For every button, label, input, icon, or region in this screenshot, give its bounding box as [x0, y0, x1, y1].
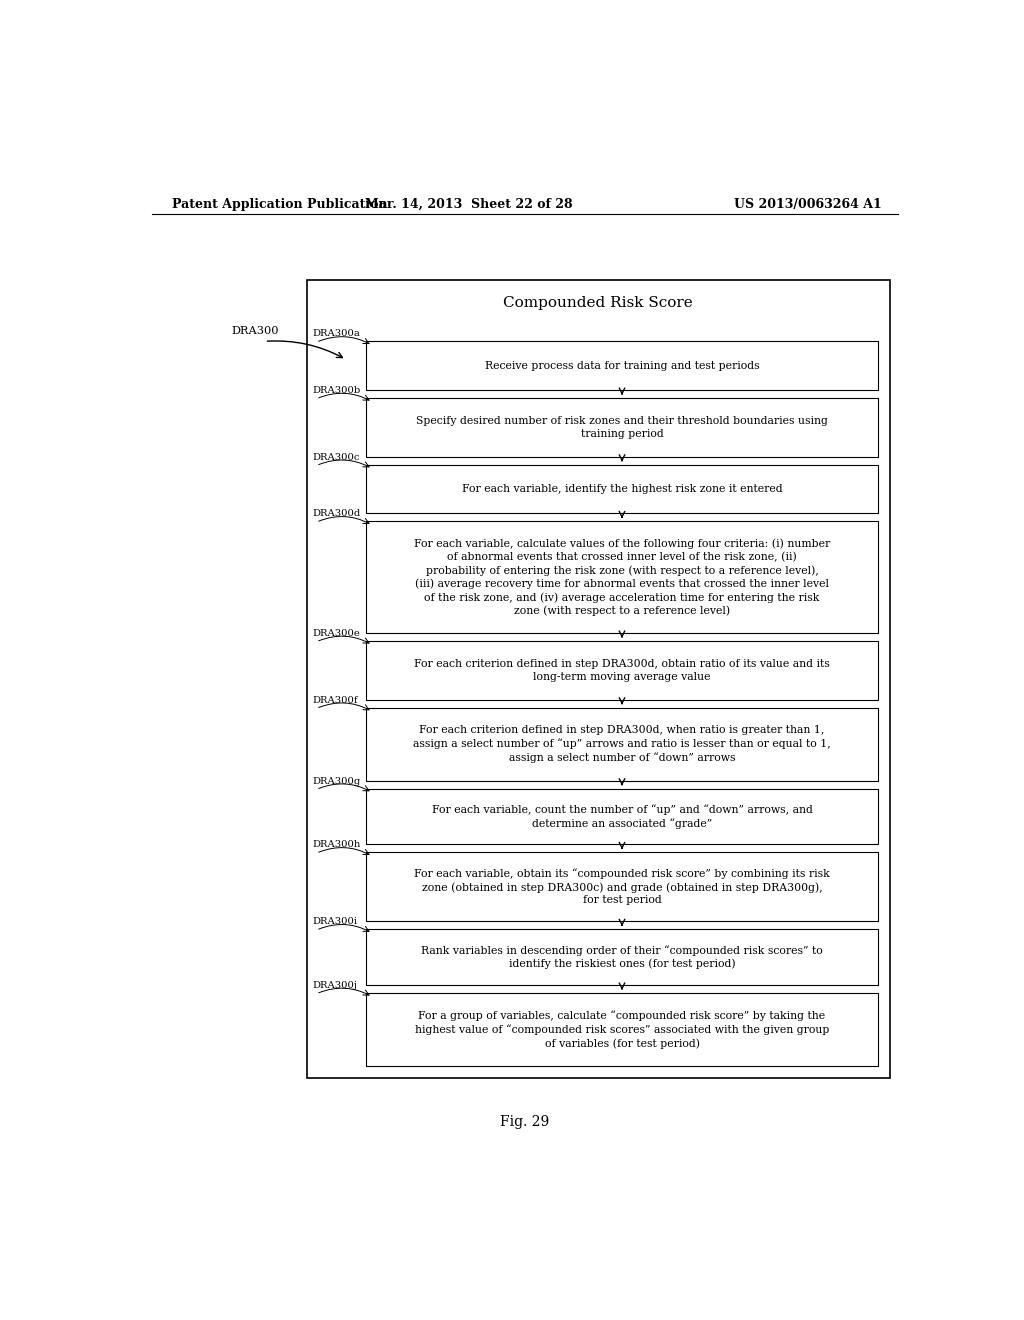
Bar — [367, 521, 878, 634]
Text: Compounded Risk Score: Compounded Risk Score — [504, 296, 693, 310]
Bar — [367, 788, 878, 845]
Text: For each criterion defined in step DRA300d, when ratio is greater than 1,
assign: For each criterion defined in step DRA30… — [413, 725, 830, 763]
Text: Specify desired number of risk zones and their threshold boundaries using
traini: Specify desired number of risk zones and… — [416, 416, 828, 438]
Text: DRA300h: DRA300h — [312, 841, 360, 849]
Text: For each variable, identify the highest risk zone it entered: For each variable, identify the highest … — [462, 484, 782, 494]
Bar — [367, 342, 878, 391]
Text: DRA300e: DRA300e — [312, 628, 360, 638]
Bar — [367, 397, 878, 457]
Text: DRA300d: DRA300d — [312, 510, 360, 519]
Text: For each variable, count the number of “up” and “down” arrows, and
determine an : For each variable, count the number of “… — [431, 804, 812, 829]
Bar — [306, 280, 890, 1078]
Text: DRA300f: DRA300f — [312, 696, 357, 705]
Text: For each variable, calculate values of the following four criteria: (i) number
o: For each variable, calculate values of t… — [414, 539, 830, 616]
Text: For each variable, obtain its “compounded risk score” by combining its risk
zone: For each variable, obtain its “compounde… — [414, 869, 829, 906]
Text: Mar. 14, 2013  Sheet 22 of 28: Mar. 14, 2013 Sheet 22 of 28 — [366, 198, 573, 211]
Text: DRA300g: DRA300g — [312, 776, 360, 785]
Text: DRA300a: DRA300a — [312, 329, 360, 338]
Bar — [367, 853, 878, 921]
Bar — [367, 708, 878, 780]
Text: DRA300j: DRA300j — [312, 981, 357, 990]
Text: DRA300b: DRA300b — [312, 385, 360, 395]
Text: DRA300: DRA300 — [231, 326, 279, 337]
Text: Receive process data for training and test periods: Receive process data for training and te… — [484, 360, 760, 371]
Text: Patent Application Publication: Patent Application Publication — [172, 198, 387, 211]
Text: For each criterion defined in step DRA300d, obtain ratio of its value and its
lo: For each criterion defined in step DRA30… — [414, 659, 829, 681]
Text: DRA300i: DRA300i — [312, 917, 357, 927]
Text: For a group of variables, calculate “compounded risk score” by taking the
highes: For a group of variables, calculate “com… — [415, 1010, 829, 1048]
Text: US 2013/0063264 A1: US 2013/0063264 A1 — [734, 198, 882, 211]
Bar — [367, 929, 878, 985]
Bar — [367, 993, 878, 1067]
Bar — [367, 465, 878, 513]
Bar — [367, 640, 878, 700]
Text: Fig. 29: Fig. 29 — [500, 1115, 550, 1129]
Text: DRA300c: DRA300c — [312, 453, 359, 462]
Text: Rank variables in descending order of their “compounded risk scores” to
identify: Rank variables in descending order of th… — [421, 945, 823, 969]
